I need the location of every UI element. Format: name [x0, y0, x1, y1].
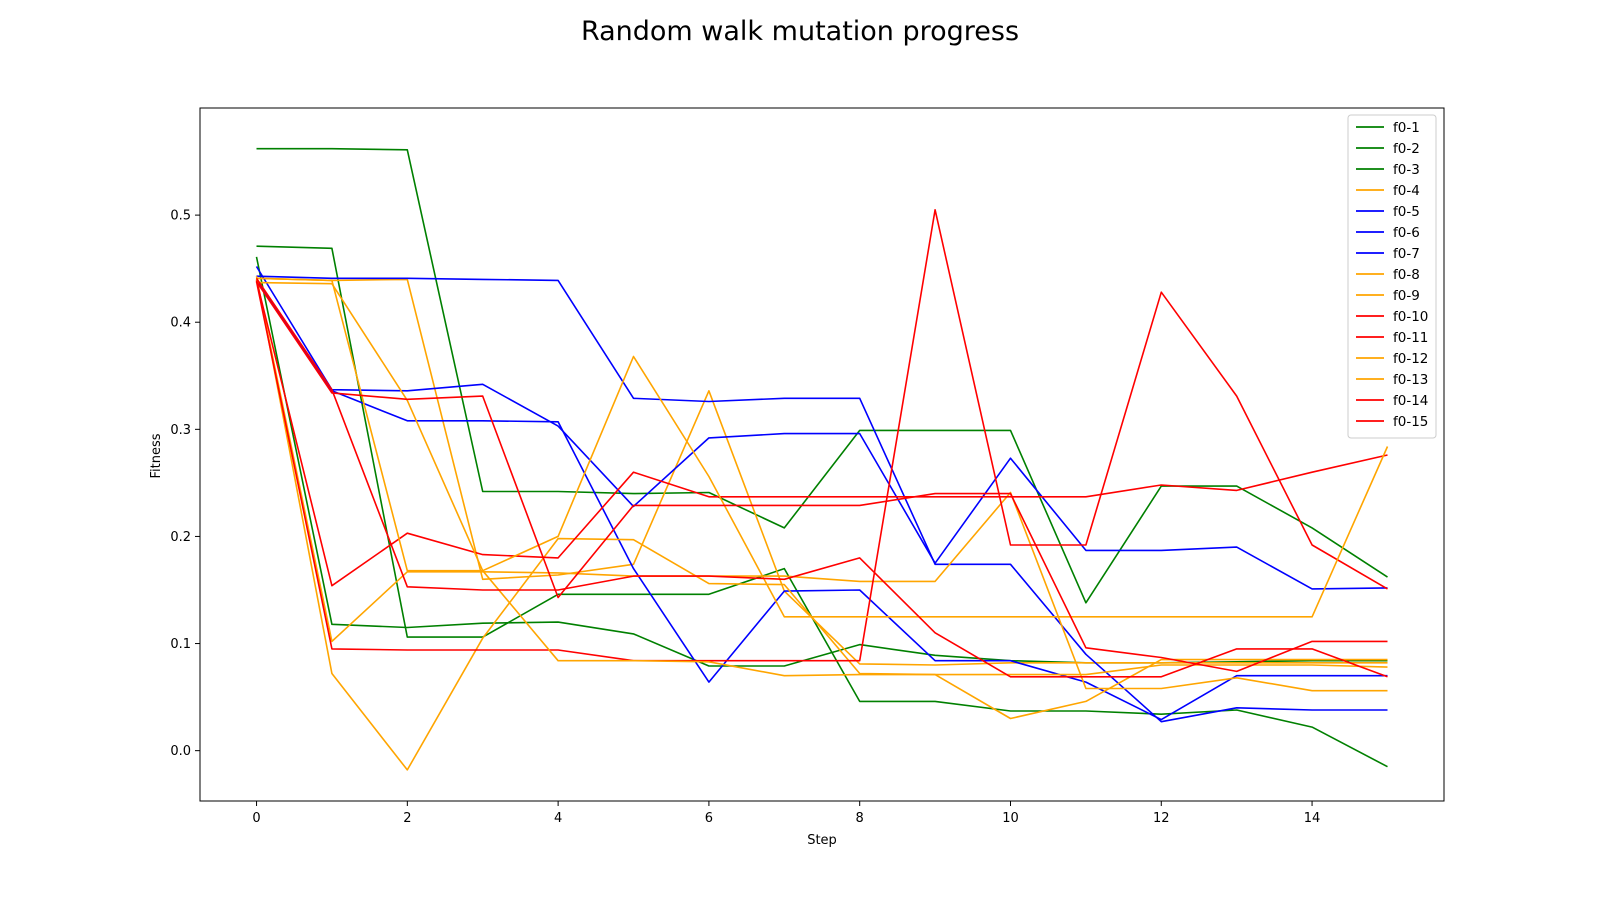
- series-line-f0-14: [255, 281, 1388, 673]
- y-tick-label: 0.1: [170, 637, 191, 652]
- series-line-f0-13: [256, 277, 1389, 618]
- series-line-f0-6: [255, 266, 1388, 590]
- series-line-f0-9: [255, 276, 1388, 771]
- x-tick-label: 8: [856, 811, 864, 826]
- legend-label: f0-3: [1393, 162, 1420, 178]
- legend-label: f0-10: [1393, 309, 1428, 325]
- legend-label: f0-4: [1393, 183, 1420, 199]
- series-line-f0-2: [256, 245, 1388, 768]
- series-line-f0-15: [255, 277, 1388, 678]
- series-line-f0-7: [255, 278, 1388, 721]
- chart-title: Random walk mutation progress: [581, 16, 1019, 47]
- legend-label: f0-6: [1393, 225, 1420, 241]
- y-tick-label: 0.0: [170, 744, 191, 759]
- x-tick-label: 12: [1153, 811, 1170, 826]
- y-axis: 0.0 0.1 0.2 0.3 0.4 0.5: [170, 209, 200, 759]
- legend-label: f0-11: [1393, 330, 1428, 346]
- series-layer: [255, 147, 1389, 771]
- x-tick-label: 6: [705, 811, 713, 826]
- legend-label: f0-15: [1393, 414, 1428, 430]
- x-tick-label: 10: [1002, 811, 1019, 826]
- series-line-f0-4: [256, 277, 1388, 666]
- series-line-f0-3: [255, 256, 1388, 667]
- legend-label: f0-1: [1393, 120, 1420, 136]
- x-tick-label: 0: [252, 811, 260, 826]
- y-axis-label: Fitness: [149, 433, 164, 478]
- y-tick-label: 0.3: [170, 423, 191, 438]
- legend: f0-1 f0-2 f0-3 f0-4 f0-5 f0-6 f0-7 f0-8 f0-9 f0-1…: [1347, 114, 1437, 439]
- y-tick-label: 0.4: [170, 316, 191, 331]
- x-tick-label: 2: [403, 811, 411, 826]
- series-line-f0-11: [255, 209, 1388, 662]
- legend-label: f0-7: [1393, 246, 1420, 262]
- axes-frame: [199, 107, 1445, 802]
- legend-label: f0-8: [1393, 267, 1420, 283]
- legend-label: f0-14: [1393, 393, 1428, 409]
- series-line-f0-1: [256, 147, 1388, 604]
- legend-label: f0-5: [1393, 204, 1420, 220]
- legend-label: f0-2: [1393, 141, 1420, 157]
- legend-label: f0-12: [1393, 351, 1428, 367]
- x-tick-label: 4: [554, 811, 562, 826]
- x-tick-label: 14: [1304, 811, 1321, 826]
- legend-label: f0-13: [1393, 372, 1428, 388]
- y-tick-label: 0.2: [170, 530, 191, 545]
- y-tick-label: 0.5: [170, 209, 191, 224]
- series-line-f0-8: [255, 279, 1388, 692]
- series-line-f0-5: [256, 275, 1388, 723]
- legend-frame: [1347, 114, 1437, 439]
- x-axis-label: Step: [807, 833, 837, 848]
- legend-label: f0-9: [1393, 288, 1420, 304]
- series-line-f0-10: [255, 280, 1388, 587]
- x-axis: 0 2 4 6 8 10 12 14: [252, 801, 1320, 826]
